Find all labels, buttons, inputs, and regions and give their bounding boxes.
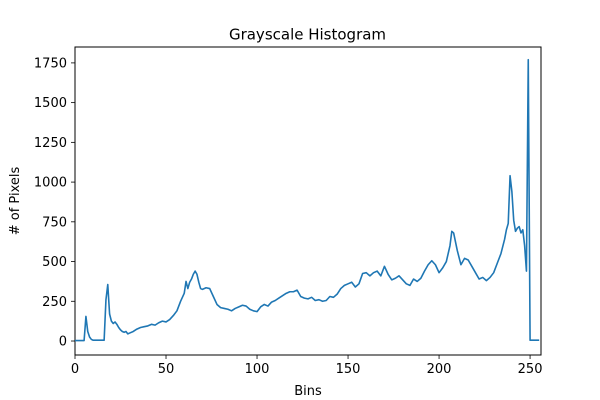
x-axis-ticks: 0 50 100 150 200 250 xyxy=(71,355,543,377)
y-tick-label: 250 xyxy=(42,295,67,310)
x-tick-label: 100 xyxy=(245,362,270,377)
y-tick-label: 500 xyxy=(42,255,67,270)
x-axis-label: Bins xyxy=(294,384,322,399)
y-axis-ticks: 0 250 500 750 1000 1250 1500 1750 xyxy=(34,56,75,350)
chart-title: Grayscale Histogram xyxy=(229,26,386,44)
y-tick-label: 750 xyxy=(42,215,67,230)
y-tick-label: 1000 xyxy=(34,176,67,191)
x-tick-label: 250 xyxy=(518,362,543,377)
y-tick-label: 1500 xyxy=(34,96,67,111)
x-tick-label: 0 xyxy=(71,362,79,377)
histogram-line xyxy=(75,58,540,342)
y-tick-label: 1750 xyxy=(34,56,67,71)
plot-frame xyxy=(74,46,542,356)
series-layer xyxy=(75,58,540,342)
y-tick-label: 0 xyxy=(59,335,67,350)
x-tick-label: 50 xyxy=(158,362,175,377)
x-tick-label: 150 xyxy=(336,362,361,377)
y-tick-label: 1250 xyxy=(34,136,67,151)
x-tick-label: 200 xyxy=(427,362,452,377)
y-axis-label: # of Pixels xyxy=(8,167,23,236)
